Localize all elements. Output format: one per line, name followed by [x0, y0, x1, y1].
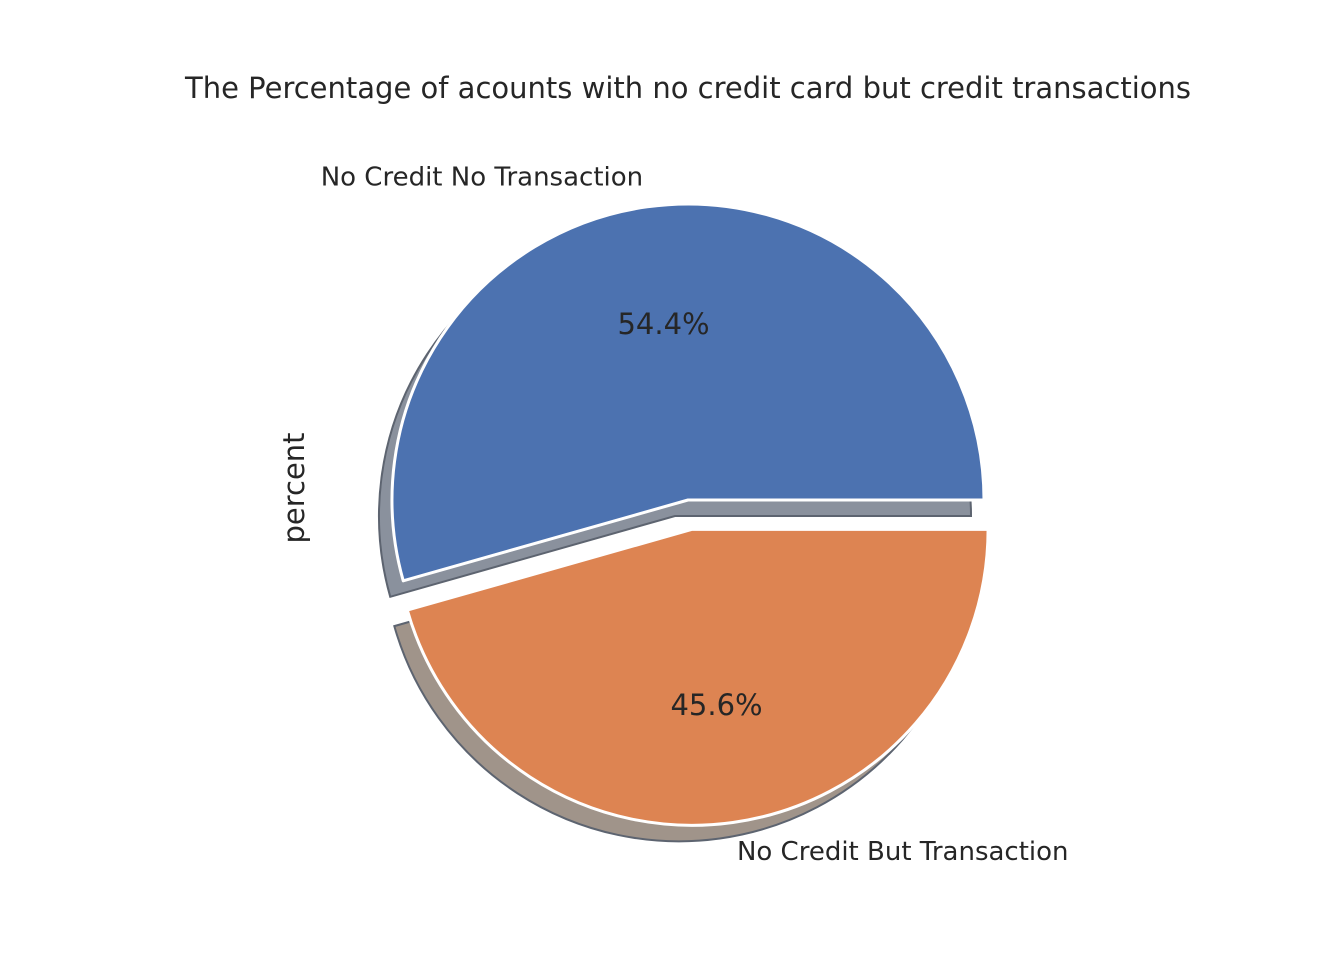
pct-label-no-credit-no-transaction: 54.4%	[617, 307, 709, 341]
y-axis-label: percent	[277, 432, 311, 543]
slice-label-no-credit-but-transaction: No Credit But Transaction	[737, 837, 1069, 867]
slice-label-no-credit-no-transaction: No Credit No Transaction	[321, 163, 643, 193]
pie-slices	[390, 202, 990, 827]
pie-labels: 54.4% No Credit No Transaction 45.6% No Cre…	[321, 163, 1069, 867]
chart-title: The Percentage of acounts with no credit…	[184, 71, 1191, 105]
pie-slice-no-credit-but-transaction	[405, 527, 990, 827]
pct-label-no-credit-but-transaction: 45.6%	[670, 688, 762, 722]
pie-slice-no-credit-no-transaction	[390, 202, 986, 583]
